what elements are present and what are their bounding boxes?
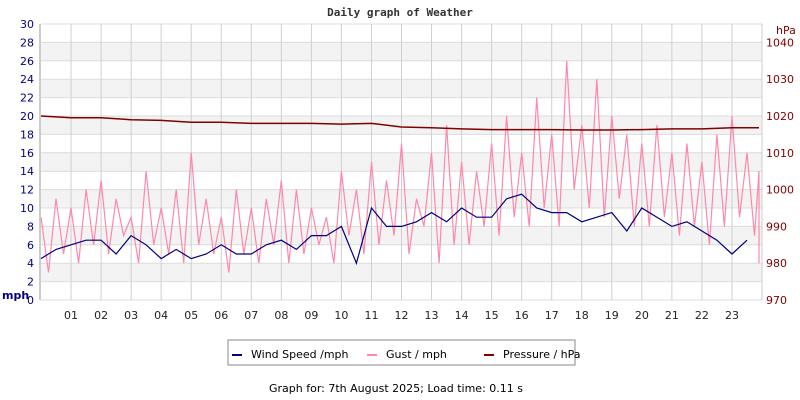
footer-text: Graph for: 7th August 2025; Load time: 0… xyxy=(269,382,523,395)
x-tick-label: 19 xyxy=(605,309,619,322)
left-tick-label: 18 xyxy=(20,128,34,141)
x-tick-label: 09 xyxy=(304,309,318,322)
left-tick-label: 28 xyxy=(20,36,34,49)
left-tick-label: 2 xyxy=(27,276,34,289)
right-tick-label: 990 xyxy=(766,220,787,233)
x-tick-label: 04 xyxy=(154,309,168,322)
right-tick-label: 1040 xyxy=(766,36,794,49)
left-tick-label: 6 xyxy=(27,239,34,252)
left-tick-label: 24 xyxy=(20,73,34,86)
legend-label: Wind Speed /mph xyxy=(251,348,349,361)
x-tick-label: 01 xyxy=(64,309,78,322)
left-tick-label: 26 xyxy=(20,55,34,68)
right-tick-label: 1030 xyxy=(766,73,794,86)
x-tick-label: 16 xyxy=(515,309,529,322)
left-tick-label: 20 xyxy=(20,110,34,123)
x-tick-label: 23 xyxy=(725,309,739,322)
x-tick-label: 17 xyxy=(545,309,559,322)
x-tick-label: 10 xyxy=(334,309,348,322)
x-tick-label: 08 xyxy=(274,309,288,322)
left-axis-label: mph xyxy=(2,289,29,302)
left-tick-label: 12 xyxy=(20,184,34,197)
chart-title: Daily graph of Weather xyxy=(327,6,473,19)
x-tick-label: 12 xyxy=(395,309,409,322)
x-tick-label: 14 xyxy=(455,309,469,322)
right-tick-label: 1010 xyxy=(766,147,794,160)
left-tick-label: 8 xyxy=(27,220,34,233)
x-tick-label: 11 xyxy=(364,309,378,322)
x-tick-label: 02 xyxy=(94,309,108,322)
series-line-gust xyxy=(40,60,760,273)
x-tick-label: 15 xyxy=(485,309,499,322)
left-tick-label: 10 xyxy=(20,202,34,215)
x-tick-label: 03 xyxy=(124,309,138,322)
x-tick-label: 21 xyxy=(665,309,679,322)
left-tick-label: 4 xyxy=(27,257,34,270)
x-tick-label: 20 xyxy=(635,309,649,322)
left-tick-label: 22 xyxy=(20,92,34,105)
left-tick-label: 16 xyxy=(20,147,34,160)
x-tick-label: 13 xyxy=(425,309,439,322)
legend-label: Pressure / hPa xyxy=(503,348,581,361)
series-line-pressure xyxy=(40,115,759,131)
x-tick-label: 22 xyxy=(695,309,709,322)
legend-label: Gust / mph xyxy=(386,348,447,361)
series-line-wind-speed xyxy=(40,193,748,266)
x-tick-label: 07 xyxy=(244,309,258,322)
right-tick-label: 980 xyxy=(766,257,787,270)
right-axis-label: hPa xyxy=(776,24,796,37)
right-tick-label: 1000 xyxy=(766,184,794,197)
x-tick-label: 06 xyxy=(214,309,228,322)
x-tick-label: 18 xyxy=(575,309,589,322)
right-tick-label: 970 xyxy=(766,294,787,307)
left-tick-label: 0 xyxy=(27,294,34,307)
right-tick-label: 1020 xyxy=(766,110,794,123)
left-tick-label: 14 xyxy=(20,165,34,178)
legend xyxy=(227,339,576,366)
left-tick-label: 30 xyxy=(20,18,34,31)
x-tick-label: 05 xyxy=(184,309,198,322)
